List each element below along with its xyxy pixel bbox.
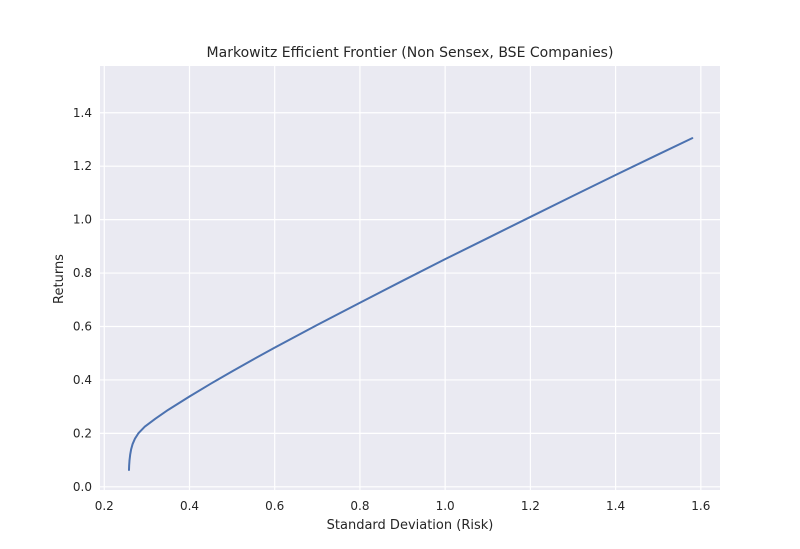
y-tick-label: 1.2 — [73, 159, 92, 173]
x-axis-label: Standard Deviation (Risk) — [327, 518, 494, 533]
y-tick-label: 0.6 — [73, 319, 92, 333]
y-tick-label: 0.8 — [73, 266, 92, 280]
y-tick-label: 1.4 — [73, 106, 92, 120]
x-tick-label: 1.2 — [521, 499, 540, 513]
x-tick-label: 1.0 — [436, 499, 455, 513]
x-tick-label: 0.6 — [265, 499, 284, 513]
y-axis-label: Returns — [52, 254, 67, 304]
y-tick-label: 0.0 — [73, 480, 92, 494]
y-axis-ticks: 0.0 0.2 0.4 0.6 0.8 1.0 1.2 1.4 — [73, 106, 92, 494]
y-tick-label: 1.0 — [73, 213, 92, 227]
x-tick-label: 1.6 — [691, 499, 710, 513]
x-tick-label: 0.8 — [350, 499, 369, 513]
grid — [100, 66, 720, 490]
x-tick-label: 1.4 — [606, 499, 625, 513]
frontier-line — [127, 137, 694, 471]
x-axis-ticks: 0.2 0.4 0.6 0.8 1.0 1.2 1.4 1.6 — [95, 499, 711, 513]
x-tick-label: 0.4 — [180, 499, 199, 513]
chart-title: Markowitz Efficient Frontier (Non Sensex… — [207, 45, 614, 61]
series-layer — [127, 137, 694, 471]
x-tick-label: 0.2 — [95, 499, 114, 513]
y-tick-label: 0.4 — [73, 373, 92, 387]
y-tick-label: 0.2 — [73, 426, 92, 440]
